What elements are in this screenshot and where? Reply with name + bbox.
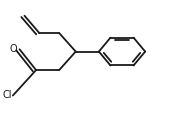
- Text: O: O: [9, 44, 17, 54]
- Text: Cl: Cl: [3, 90, 12, 101]
